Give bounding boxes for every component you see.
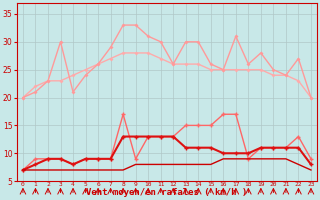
X-axis label: Vent moyen/en rafales ( km/h ): Vent moyen/en rafales ( km/h ) [86, 188, 248, 197]
